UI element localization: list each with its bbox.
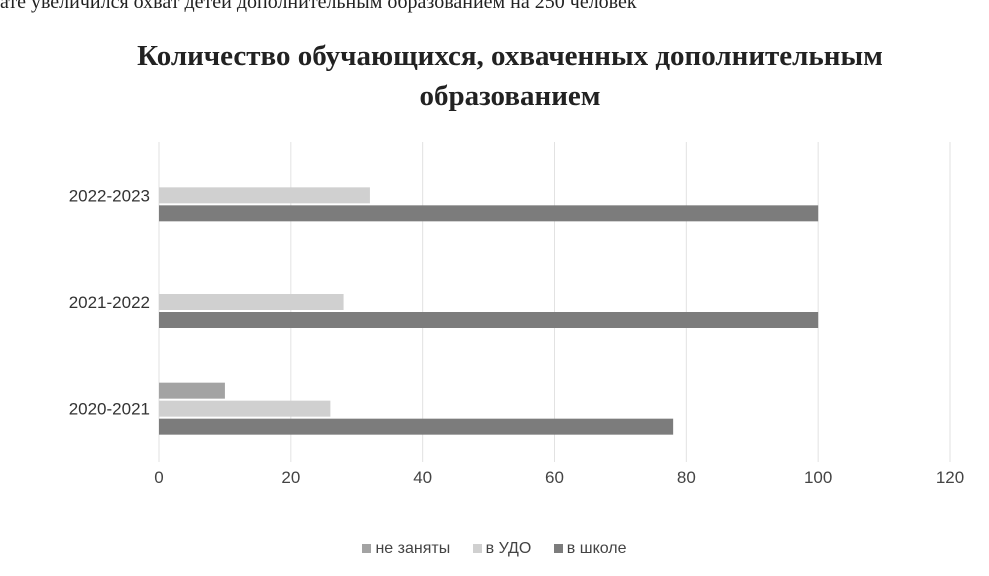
category-label: 2022-2023 bbox=[69, 186, 150, 205]
bar bbox=[159, 312, 819, 328]
chart-title: Количество обучающихся, охваченных допол… bbox=[137, 40, 883, 112]
x-tick-label: 0 bbox=[154, 468, 163, 487]
legend-swatch bbox=[472, 544, 482, 554]
bar bbox=[159, 382, 225, 399]
legend-label: в УДО bbox=[485, 540, 532, 557]
bar bbox=[159, 187, 370, 204]
x-tick-label: 100 bbox=[804, 468, 832, 487]
x-tick-label: 60 bbox=[545, 468, 564, 487]
legend-label: в школе bbox=[566, 540, 627, 557]
x-tick-labels: 0 20 40 60 80 100 120 bbox=[154, 468, 964, 487]
x-tick-label: 120 bbox=[936, 468, 964, 487]
bar bbox=[159, 400, 331, 417]
x-tick-label: 20 bbox=[281, 468, 300, 487]
bar bbox=[159, 418, 674, 435]
category-labels: 2020-2021 2021-2022 2022-2023 bbox=[69, 186, 150, 418]
legend-item-ne-zanyaty: не заняты bbox=[362, 540, 450, 558]
legend-swatch bbox=[553, 544, 563, 554]
bar bbox=[159, 294, 344, 310]
legend-item-v-udo: в УДО bbox=[472, 540, 532, 558]
page-text-fragment: ате увеличился охват детей дополнительны… bbox=[0, 0, 637, 13]
x-tick-label: 40 bbox=[413, 468, 432, 487]
legend-label: не заняты bbox=[375, 540, 451, 557]
category-label: 2020-2021 bbox=[69, 400, 150, 419]
category-label: 2021-2022 bbox=[69, 293, 150, 312]
x-tick-label: 80 bbox=[677, 468, 696, 487]
bar bbox=[159, 205, 819, 222]
legend-swatch bbox=[362, 544, 372, 554]
legend-item-v-shkole: в школе bbox=[553, 540, 627, 558]
legend: не заняты в УДО в школе bbox=[0, 540, 989, 558]
bars bbox=[159, 187, 819, 435]
